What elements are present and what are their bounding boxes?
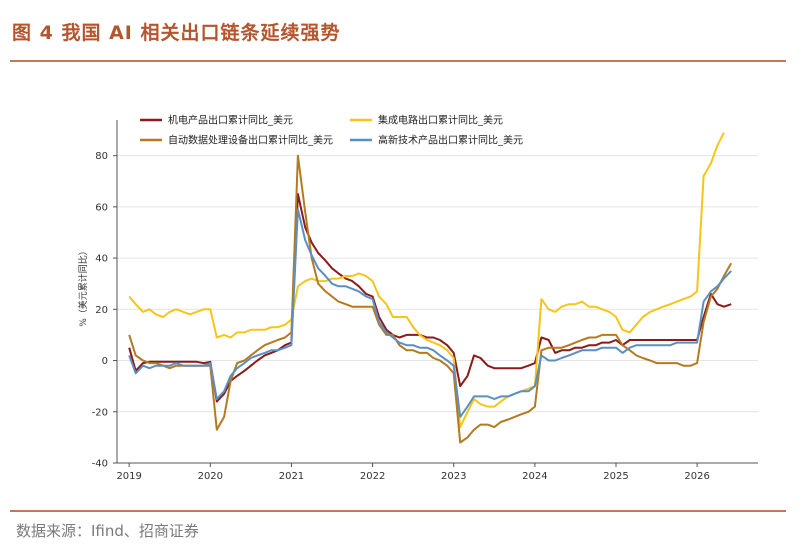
x-tick-label: 2026 [684, 471, 709, 482]
series-layer [128, 132, 733, 444]
y-axis-label: %（美元累计同比） [77, 246, 89, 327]
x-tick-label: 2019 [116, 471, 141, 482]
x-tick-label: 2025 [603, 471, 628, 482]
legend-label: 集成电路出口累计同比_美元 [378, 114, 503, 127]
y-tick-label: 80 [95, 151, 108, 162]
series-line-3 [128, 154, 733, 444]
legend-layer: 机电产品出口累计同比_美元 集成电路出口累计同比_美元自动数据处理设备出口累计同比… [140, 114, 523, 147]
y-tick-label: -40 [92, 459, 108, 470]
legend-label: 机电产品出口累计同比_美元 [168, 114, 293, 127]
bottom-divider [10, 510, 786, 512]
x-tick-label: 2021 [279, 471, 304, 482]
series-line-2 [128, 132, 725, 429]
series-line-4 [128, 208, 732, 418]
series-line-1 [128, 193, 732, 403]
y-tick-label: 0 [102, 356, 108, 367]
x-tick-label: 2023 [441, 471, 466, 482]
legend-label: 高新技术产品出口累计同比_美元 [378, 134, 523, 147]
axis-layer: 80 60 40 20 0 -20 -40 2019 2020 2021 2022 2023 2024 2… [92, 120, 758, 482]
data-source: 数据来源：Ifind、招商证券 [16, 522, 199, 540]
y-tick-label: 40 [95, 254, 108, 265]
x-tick-label: 2022 [360, 471, 385, 482]
y-tick-label: 60 [95, 202, 108, 213]
y-tick-label: 20 [95, 305, 108, 316]
legend-label: 自动数据处理设备出口累计同比_美元 [168, 134, 333, 147]
grid-layer [117, 155, 758, 464]
figure-title: 图 4 我国 AI 相关出口链条延续强势 [12, 22, 341, 44]
top-divider [10, 60, 786, 62]
x-tick-label: 2020 [198, 471, 223, 482]
x-tick-label: 2024 [522, 471, 547, 482]
y-tick-label: -20 [92, 407, 108, 418]
